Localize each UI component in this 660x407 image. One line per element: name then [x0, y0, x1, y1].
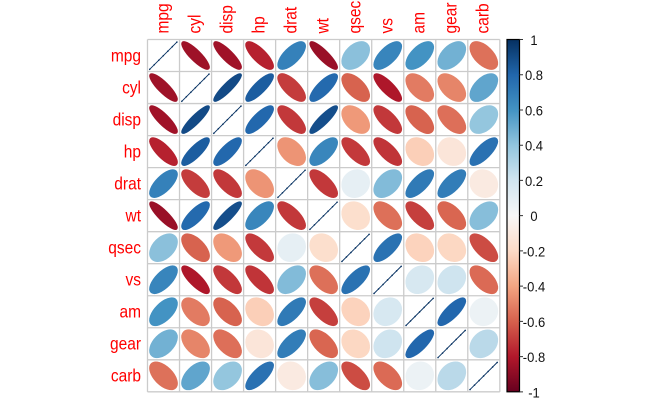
svg-text:disp: disp — [216, 5, 236, 33]
svg-text:mpg: mpg — [111, 45, 141, 65]
svg-text:disp: disp — [113, 109, 141, 129]
svg-text:wt: wt — [125, 206, 142, 226]
svg-text:0.6: 0.6 — [525, 102, 543, 118]
svg-text:hp: hp — [248, 16, 268, 33]
svg-text:qsec: qsec — [345, 1, 365, 34]
svg-text:-1: -1 — [528, 384, 540, 400]
svg-text:cyl: cyl — [184, 15, 204, 34]
svg-text:gear: gear — [110, 334, 141, 354]
svg-text:1: 1 — [530, 32, 537, 48]
svg-text:-0.6: -0.6 — [523, 314, 546, 330]
svg-text:0.2: 0.2 — [525, 173, 543, 189]
svg-text:am: am — [409, 12, 429, 34]
svg-text:carb: carb — [473, 3, 493, 33]
svg-text:drat: drat — [114, 173, 141, 193]
svg-text:0.8: 0.8 — [525, 67, 543, 83]
svg-text:gear: gear — [441, 2, 461, 33]
svg-text:-0.2: -0.2 — [523, 243, 546, 259]
svg-text:am: am — [119, 302, 141, 322]
svg-text:0: 0 — [530, 208, 537, 224]
svg-text:carb: carb — [111, 366, 141, 386]
svg-text:-0.8: -0.8 — [523, 349, 546, 365]
svg-text:vs: vs — [377, 18, 397, 33]
svg-text:drat: drat — [280, 6, 300, 33]
svg-text:cyl: cyl — [122, 77, 141, 97]
svg-text:vs: vs — [126, 270, 141, 290]
svg-text:wt: wt — [313, 18, 333, 35]
svg-text:qsec: qsec — [108, 238, 141, 258]
svg-text:hp: hp — [124, 141, 141, 161]
svg-text:mpg: mpg — [152, 3, 172, 33]
svg-text:-0.4: -0.4 — [523, 279, 546, 295]
svg-text:0.4: 0.4 — [525, 138, 543, 154]
